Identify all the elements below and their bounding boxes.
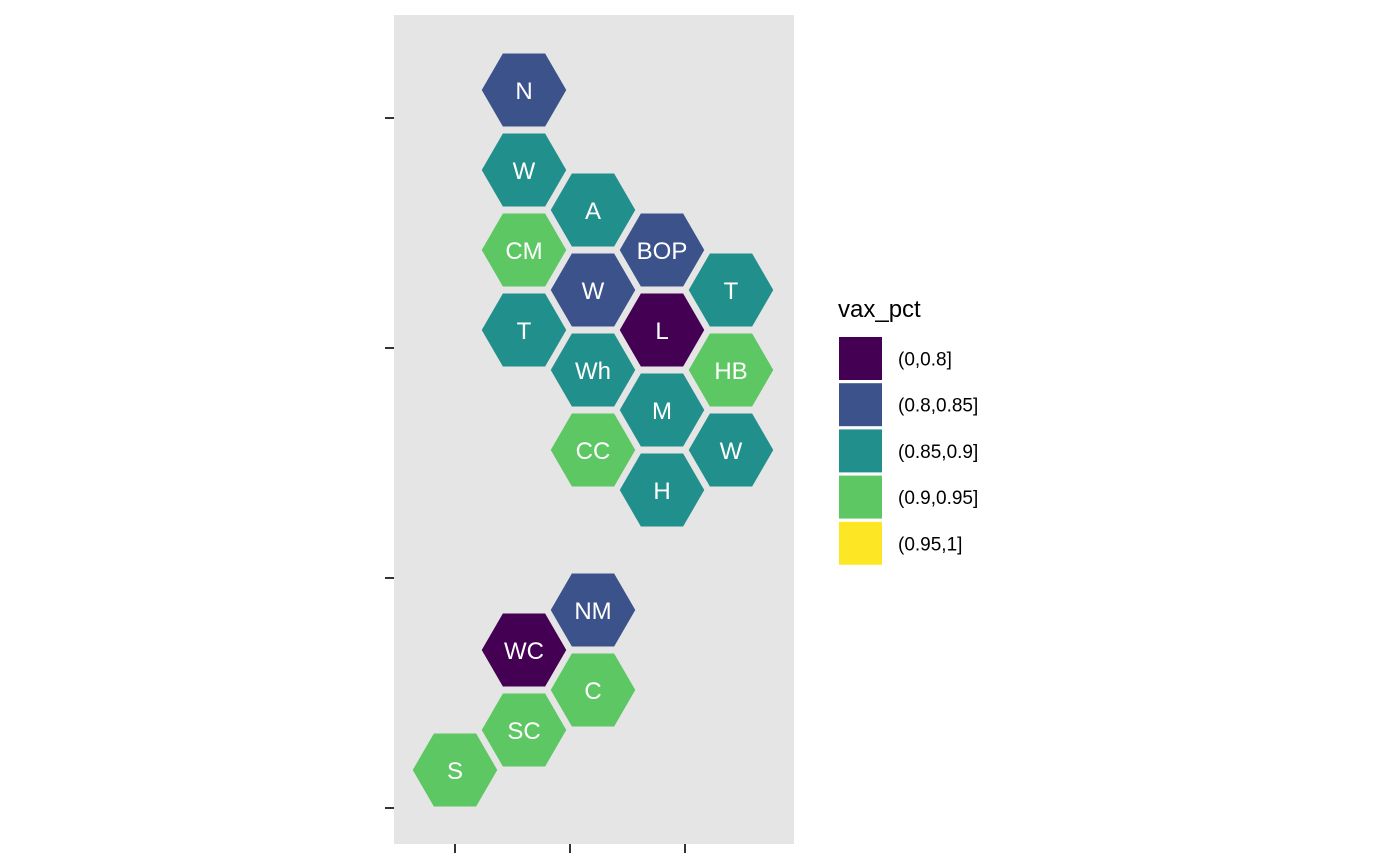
hex-cell [685,250,777,330]
hex-label: WC [504,638,544,665]
legend-key [839,521,882,565]
hex-cell [478,130,570,210]
legend-label: (0.85,0.9] [898,442,978,463]
hex-label: BOP [637,238,688,265]
hex-cell [616,370,708,450]
hex-label: CC [576,438,611,465]
hex-cell [478,210,570,290]
legend-label: (0.8,0.85] [898,396,978,417]
legend-title: vax_pct [838,296,921,323]
legend-key [839,383,882,427]
hex-cell [478,290,570,370]
hex-cell [685,330,777,410]
hex-cell [547,410,639,490]
legend-label: (0.95,1] [898,534,962,555]
hex-cell [409,730,501,810]
hex-cell [547,650,639,730]
legend-label: (0,0.8] [898,350,952,371]
hex-cell [478,610,570,690]
hex-cell [616,210,708,290]
hex-label: L [655,318,668,345]
legend-key [839,475,882,519]
hex-label: N [515,78,532,105]
hex-cell [547,170,639,250]
hex-label: W [582,278,605,305]
hex-label: M [652,398,672,425]
hex-cell [616,290,708,370]
legend-items: (0,0.8] (0.8,0.85] (0.85,0.9] (0.9,0.95] (0.… [839,337,978,565]
legend-key [839,337,882,380]
hex-cell [616,450,708,530]
legend-label: (0.9,0.95] [898,488,978,509]
hex-label: NM [574,598,611,625]
hex-label: CM [505,238,542,265]
hex-label: S [447,758,463,785]
hex-label: W [513,158,536,185]
hex-label: Wh [575,358,611,385]
hex-label: T [724,278,739,305]
hex-cell [478,50,570,130]
hex-cell [547,330,639,410]
hex-label: A [585,198,601,225]
hex-cell [547,250,639,330]
hex-label: W [720,438,743,465]
hex-label: T [517,318,532,345]
hex-label: C [584,678,601,705]
legend: vax_pct (0,0.8] (0.8,0.85] (0.85,0.9] (0.9,… [838,296,978,565]
hex-label: HB [714,358,747,385]
hex-cell [685,410,777,490]
legend-key [839,429,882,473]
hex-label: SC [507,718,540,745]
hex-cell [478,690,570,770]
hex-cell [547,570,639,650]
hex-label: H [653,478,670,505]
hex-layer: N W A CM BOP W T T L Wh HB M CC W H NM WC C SC S [409,50,777,810]
